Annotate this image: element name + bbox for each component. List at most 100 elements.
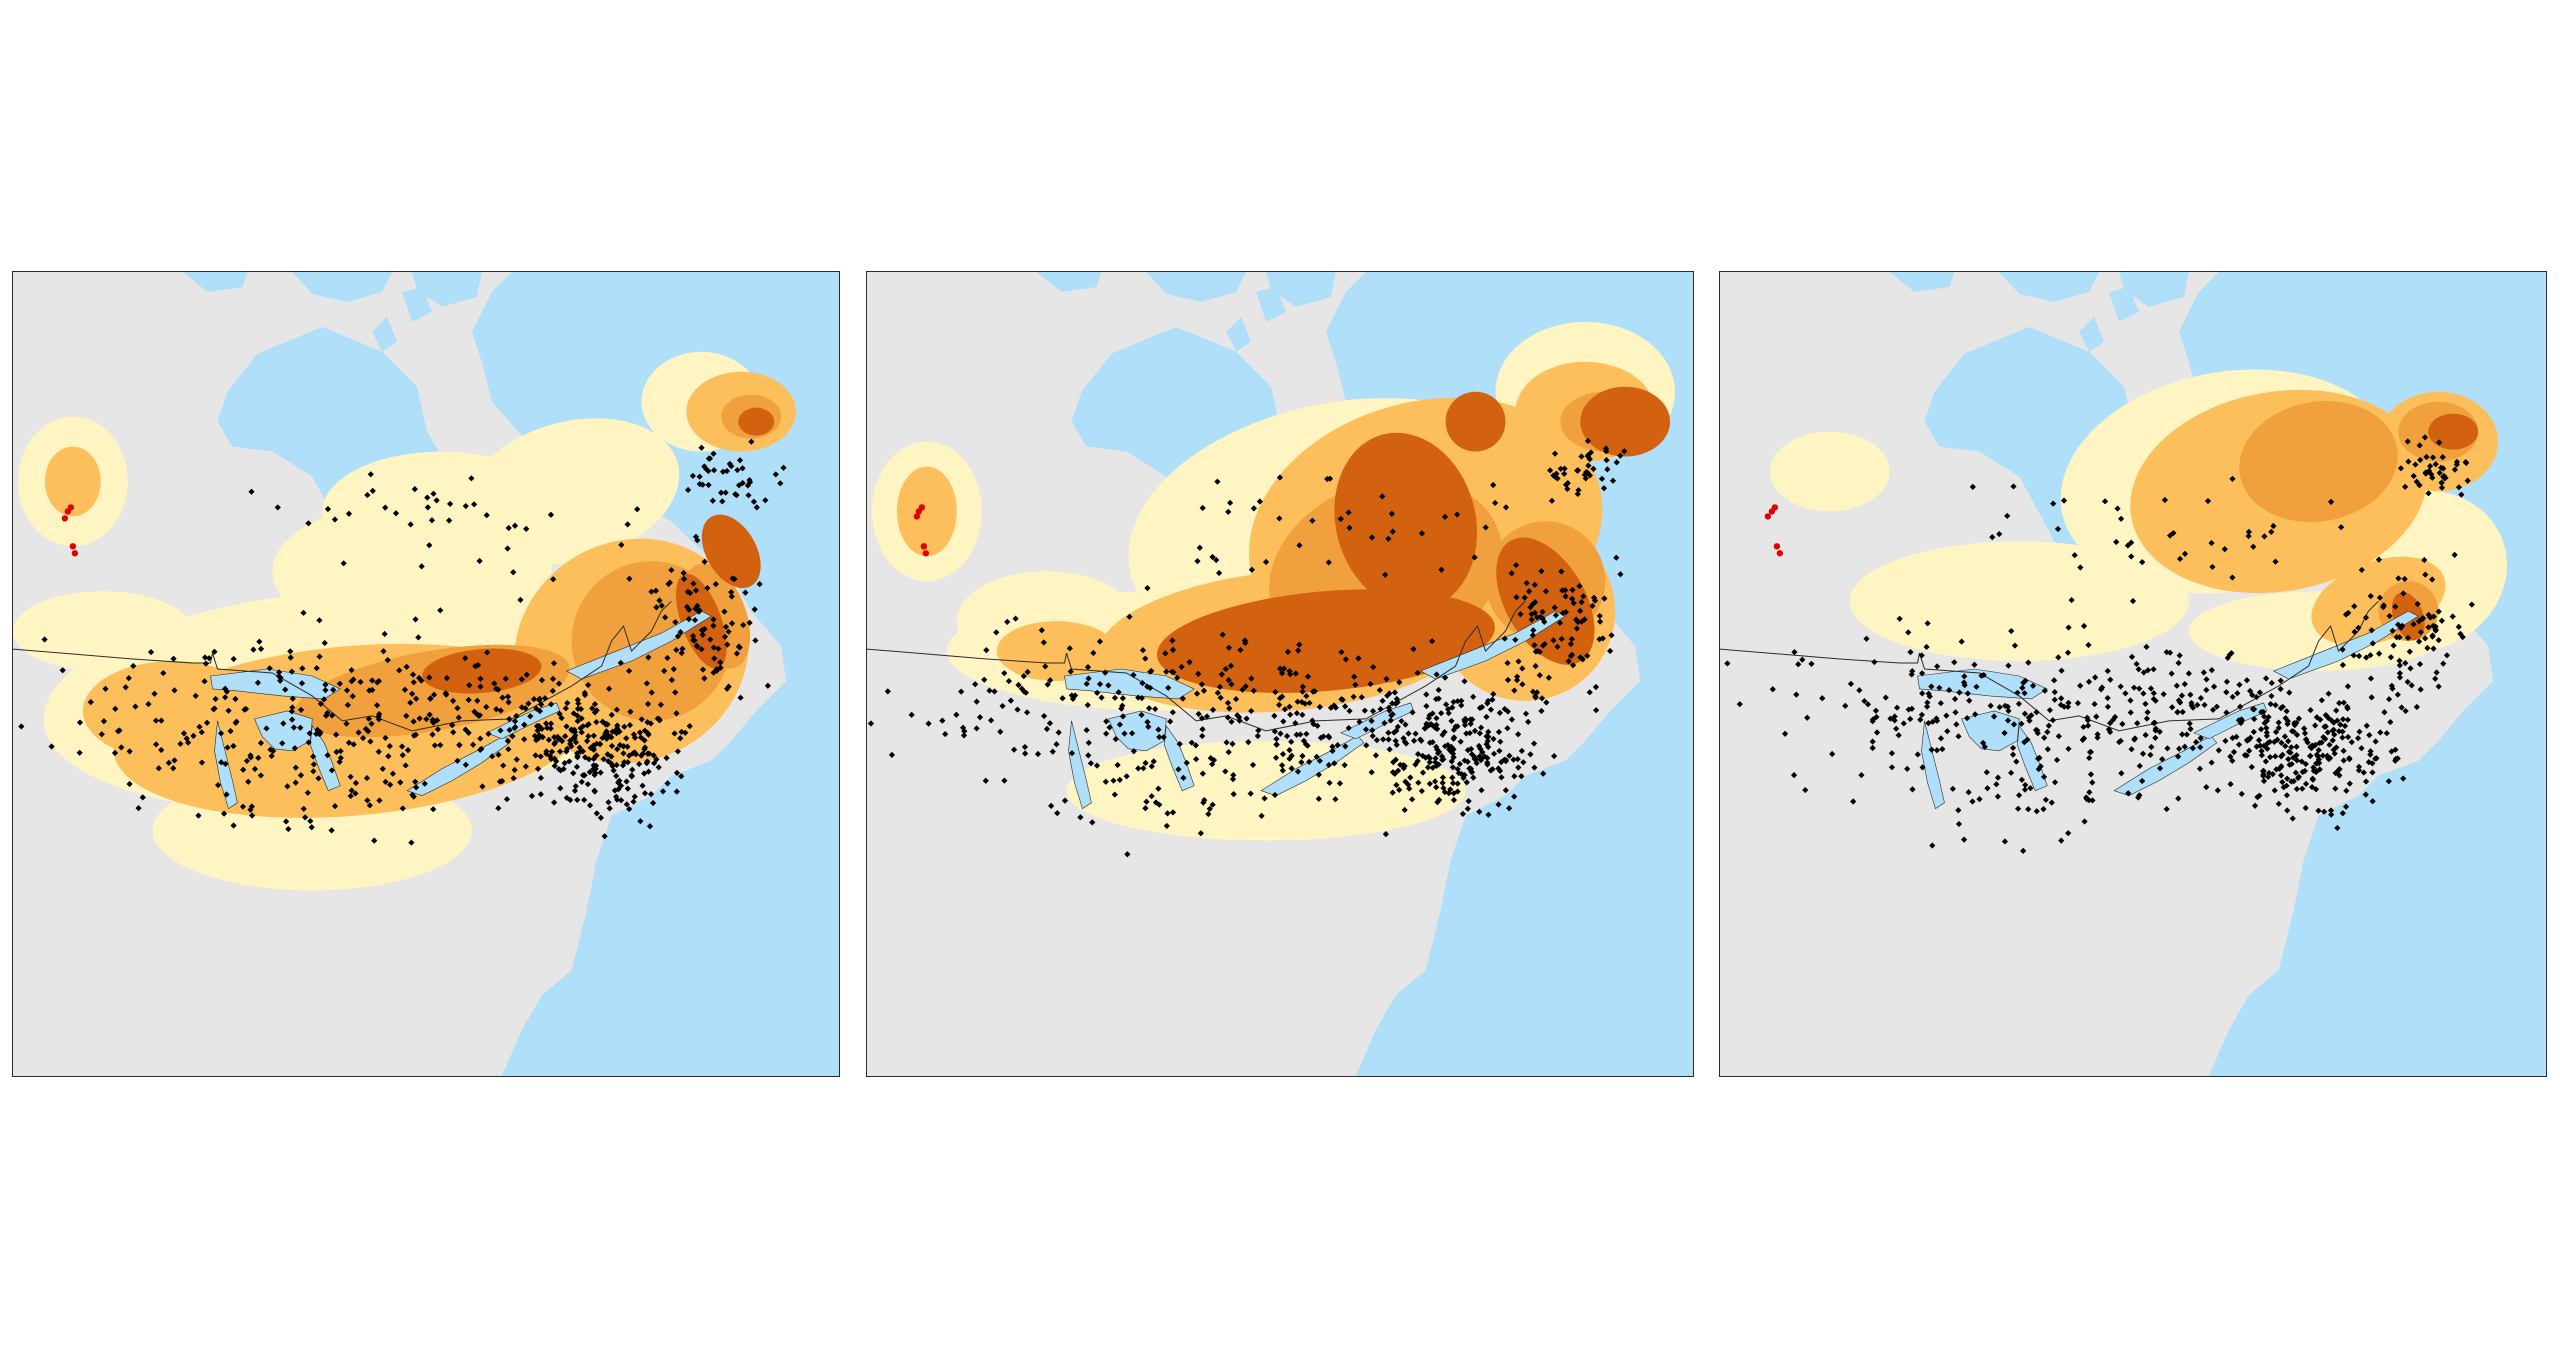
occurrence-point	[1461, 716, 1468, 723]
occurrence-point	[555, 680, 563, 687]
occurrence-point	[1586, 689, 1593, 696]
occurrence-point	[409, 690, 416, 697]
occurrence-point	[752, 637, 759, 644]
occurrence-point	[550, 576, 557, 583]
occurrence-point	[2362, 614, 2370, 621]
occurrence-point	[267, 746, 274, 753]
occurrence-point	[2311, 742, 2318, 749]
occurrence-point	[605, 799, 612, 806]
occurrence-point	[1410, 737, 1418, 744]
occurrence-point	[456, 741, 463, 748]
highlighted-point	[1776, 550, 1784, 557]
occurrence-point	[424, 504, 431, 511]
occurrence-point	[1222, 768, 1229, 775]
suit-medium-p1-4	[44, 446, 101, 517]
occurrence-point	[558, 714, 565, 722]
occurrence-point	[1519, 665, 1526, 672]
occurrence-point	[1551, 753, 1558, 760]
occurrence-point	[196, 723, 203, 730]
occurrence-point	[428, 517, 436, 524]
occurrence-point	[225, 707, 232, 714]
occurrence-point	[1432, 778, 1439, 785]
occurrence-point	[1450, 796, 1458, 804]
occurrence-point	[257, 772, 264, 779]
occurrence-point	[2041, 734, 2048, 741]
occurrence-point	[1436, 796, 1443, 804]
occurrence-point	[87, 699, 94, 706]
occurrence-point	[449, 722, 456, 729]
occurrence-point	[1458, 697, 1465, 704]
occurrence-point	[2271, 787, 2278, 794]
map-panel-3-canvas	[1720, 272, 2546, 1076]
arctic-water-0	[292, 272, 393, 302]
occurrence-point	[363, 774, 371, 782]
arctic-water-1	[182, 272, 248, 292]
occurrence-point	[1405, 781, 1412, 788]
occurrence-point	[324, 709, 331, 717]
occurrence-point	[247, 806, 254, 813]
occurrence-point	[658, 602, 665, 609]
occurrence-point	[1497, 738, 1504, 745]
suit-very-high-p2-1	[1334, 432, 1478, 610]
occurrence-point	[993, 629, 1000, 636]
occurrence-point	[2279, 703, 2286, 710]
occurrence-point	[289, 695, 296, 702]
occurrence-point	[939, 717, 946, 724]
occurrence-point	[139, 794, 146, 801]
occurrence-point	[1237, 646, 1244, 654]
occurrence-point	[656, 717, 663, 724]
occurrence-point	[630, 798, 637, 805]
occurrence-point	[638, 716, 645, 723]
occurrence-point	[1472, 756, 1480, 763]
occurrence-point	[584, 737, 591, 745]
occurrence-point	[1573, 616, 1580, 623]
occurrence-point	[230, 822, 237, 829]
occurrence-point	[1527, 751, 1534, 758]
arctic-water-2	[1266, 272, 1336, 307]
occurrence-point	[2237, 703, 2244, 710]
occurrence-point	[2337, 721, 2344, 728]
occurrence-point	[625, 667, 633, 675]
occurrence-point	[48, 743, 55, 750]
occurrence-point	[2086, 789, 2093, 796]
occurrence-point	[366, 802, 373, 809]
occurrence-point	[578, 778, 585, 786]
occurrence-point	[1226, 499, 1234, 506]
occurrence-point	[2288, 728, 2296, 735]
occurrence-point	[242, 705, 250, 713]
occurrence-point	[649, 799, 657, 807]
occurrence-point	[302, 814, 309, 821]
occurrence-point	[2275, 724, 2282, 731]
occurrence-point	[2277, 685, 2284, 693]
occurrence-point	[2263, 717, 2270, 724]
occurrence-point	[1021, 743, 1029, 751]
occurrence-point	[1169, 646, 1177, 653]
occurrence-point	[623, 801, 630, 808]
highlighted-point	[71, 550, 79, 557]
occurrence-point	[626, 575, 633, 582]
occurrence-point	[477, 683, 484, 690]
occurrence-point	[493, 706, 500, 713]
occurrence-point	[1971, 661, 1978, 668]
arctic-water-4	[1256, 286, 1286, 322]
occurrence-point	[266, 665, 273, 672]
occurrence-point	[2451, 466, 2459, 473]
occurrence-point	[2429, 633, 2436, 640]
occurrence-point	[1429, 764, 1436, 771]
occurrence-point	[321, 639, 328, 647]
occurrence-point	[511, 718, 519, 725]
occurrence-point	[548, 748, 556, 755]
occurrence-point	[522, 705, 529, 712]
suit-low-p1-7	[272, 501, 552, 642]
occurrence-point	[518, 676, 525, 683]
occurrence-point	[564, 745, 571, 753]
occurrence-point	[2340, 747, 2347, 754]
occurrence-point	[639, 782, 646, 789]
occurrence-point	[1367, 680, 1374, 688]
occurrence-point	[1164, 810, 1171, 817]
occurrence-point	[581, 796, 588, 804]
occurrence-point	[576, 744, 583, 751]
occurrence-point	[1089, 819, 1096, 826]
occurrence-point	[1891, 717, 1898, 724]
occurrence-point	[364, 797, 371, 804]
